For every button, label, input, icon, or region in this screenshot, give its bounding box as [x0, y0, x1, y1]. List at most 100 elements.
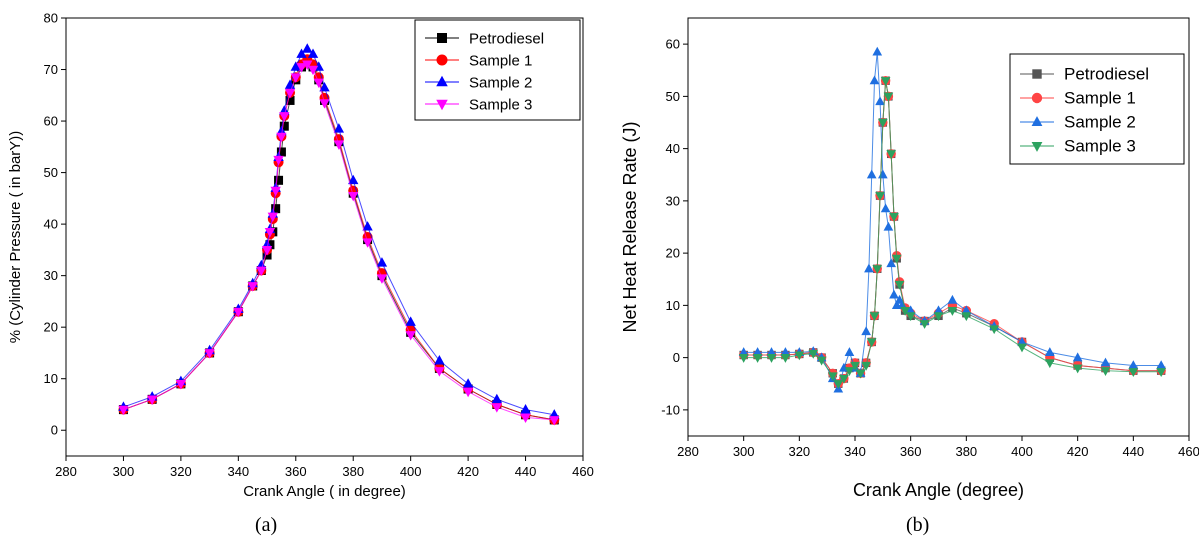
data-point — [319, 99, 330, 109]
data-point — [296, 48, 307, 58]
y-tick-label: 60 — [666, 37, 680, 52]
x-tick-label: 340 — [227, 464, 249, 479]
data-point — [861, 326, 871, 336]
data-point — [844, 367, 855, 376]
y-tick-label: 20 — [666, 246, 680, 261]
data-point — [175, 380, 187, 390]
data-point — [1128, 360, 1139, 370]
data-point — [285, 95, 295, 105]
data-point — [271, 204, 281, 214]
data-point — [247, 282, 258, 292]
data-point — [290, 61, 301, 71]
y-tick-label: 70 — [44, 62, 58, 77]
data-point — [1128, 368, 1139, 377]
data-point — [362, 221, 373, 231]
x-tick-label: 400 — [1011, 444, 1033, 459]
legend-label: Petrodiesel — [1064, 65, 1149, 84]
legend-label: Sample 3 — [1064, 137, 1136, 156]
data-point — [307, 48, 319, 58]
data-point — [880, 203, 891, 213]
data-point — [146, 395, 158, 405]
data-point — [883, 221, 894, 231]
data-point — [861, 361, 871, 371]
data-point — [833, 380, 844, 389]
x-tick-label: 400 — [400, 464, 422, 479]
data-point — [1045, 359, 1055, 369]
data-point — [869, 75, 880, 85]
x-tick-label: 360 — [285, 464, 307, 479]
y-tick-label: 20 — [44, 320, 58, 335]
y-tick-label: 60 — [44, 114, 58, 129]
data-point — [794, 351, 805, 361]
data-point — [827, 372, 838, 382]
data-point — [319, 81, 330, 92]
data-point — [864, 263, 874, 273]
data-point — [267, 212, 278, 223]
chart-a: 280 300 320 340 360 380 400 420 440 460 0 10 20 30 40 5… — [7, 11, 594, 501]
data-point — [738, 347, 749, 356]
y-tick-label: -10 — [661, 402, 680, 417]
legend-label: Petrodiesel — [469, 31, 544, 48]
data-point — [1156, 368, 1166, 377]
legend-label: Sample 3 — [469, 97, 532, 114]
data-point — [276, 147, 286, 157]
panel-caption-b: (b) — [906, 514, 930, 536]
data-point — [290, 73, 301, 83]
data-point — [839, 374, 849, 384]
data-point — [738, 354, 749, 363]
x-axis-title: Crank Angle ( in degree) — [243, 483, 406, 500]
series-sample-2 — [738, 46, 1166, 393]
legend-marker — [436, 54, 448, 66]
data-point — [919, 320, 930, 329]
data-point — [1045, 347, 1055, 356]
data-point — [273, 155, 284, 166]
data-point — [333, 123, 345, 133]
data-point — [333, 140, 345, 150]
data-point — [905, 312, 916, 322]
data-point — [296, 63, 307, 73]
data-point — [844, 347, 855, 356]
data-point — [491, 393, 503, 404]
data-point — [878, 118, 888, 128]
data-point — [462, 387, 474, 398]
data-point — [118, 405, 129, 416]
data-point — [233, 307, 244, 318]
data-point — [1072, 352, 1083, 362]
data-point — [520, 403, 531, 414]
y-axis-title: Net Heat Release Rate (J) — [620, 121, 640, 332]
data-point — [376, 257, 388, 267]
legend-marker — [1031, 142, 1043, 152]
x-tick-label: 420 — [1067, 444, 1089, 459]
data-point — [883, 92, 894, 102]
x-tick-label: 320 — [170, 464, 192, 479]
x-axis-title: Crank Angle (degree) — [853, 480, 1024, 500]
data-point — [816, 356, 827, 366]
legend-marker — [436, 99, 448, 111]
data-point — [780, 347, 791, 356]
data-point — [204, 349, 215, 359]
data-point — [302, 43, 313, 53]
y-tick-label: 10 — [44, 371, 58, 386]
x-tick-label: 340 — [844, 444, 866, 459]
series-sample-3 — [118, 60, 560, 426]
legend-label: Sample 2 — [1064, 113, 1136, 132]
data-point — [889, 289, 899, 299]
y-tick-label: 0 — [51, 423, 58, 438]
data-point — [889, 212, 899, 222]
x-tick-label: 440 — [515, 464, 537, 479]
x-tick-label: 320 — [788, 444, 810, 459]
data-point — [900, 307, 910, 316]
data-point — [462, 378, 474, 388]
data-point — [780, 354, 791, 363]
data-point — [1100, 367, 1111, 376]
data-point — [270, 186, 281, 197]
data-point — [1100, 357, 1111, 367]
data-point — [520, 413, 531, 423]
series-sample-3 — [738, 77, 1166, 389]
data-point — [866, 338, 877, 348]
data-point — [348, 174, 359, 185]
legend-marker — [436, 75, 448, 87]
x-tick-label: 420 — [457, 464, 479, 479]
data-point — [1017, 336, 1027, 346]
